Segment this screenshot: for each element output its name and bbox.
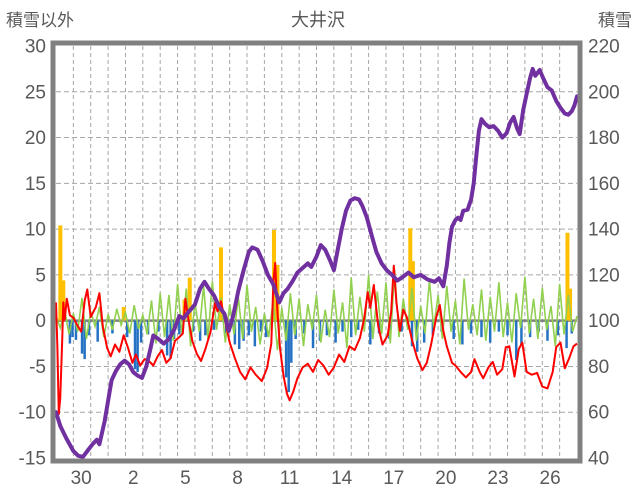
left-axis-tick-label: 20 xyxy=(25,128,46,149)
right-axis-tick-label: 120 xyxy=(588,265,620,286)
left-axis-tick-label: 0 xyxy=(35,311,46,332)
right-axis-tick-label: 40 xyxy=(588,449,609,470)
right-axis-tick-label: 160 xyxy=(588,174,620,195)
left-axis-tick-label: -5 xyxy=(29,357,46,378)
left-axis-title: 積雪以外 xyxy=(6,11,74,30)
right-axis-tick-label: 220 xyxy=(588,37,620,58)
red-series xyxy=(55,262,578,416)
right-axis-tick-label: 60 xyxy=(588,403,609,424)
left-axis-tick-label: 15 xyxy=(25,174,46,195)
x-axis-tick-label: 30 xyxy=(71,468,92,489)
left-axis-tick-label: 30 xyxy=(25,37,46,58)
x-axis-tick-label: 20 xyxy=(435,468,456,489)
left-axis-tick-label: 5 xyxy=(35,265,46,286)
right-axis-tick-label: 200 xyxy=(588,82,620,103)
snow-depth-series xyxy=(54,66,579,459)
right-axis-tick-label: 140 xyxy=(588,220,620,241)
x-axis-tick-label: 11 xyxy=(280,468,300,489)
x-axis-tick-label: 14 xyxy=(331,468,353,489)
x-axis-tick-label: 2 xyxy=(128,468,139,489)
x-axis-tick-label: 17 xyxy=(383,468,404,489)
right-axis-tick-label: 80 xyxy=(588,357,609,378)
right-axis-tick-label: 100 xyxy=(588,311,620,332)
x-axis-tick-label: 23 xyxy=(487,468,508,489)
x-axis-tick-label: 5 xyxy=(180,468,191,489)
x-axis-tick-label: 26 xyxy=(540,468,561,489)
right-axis-title: 積雪 xyxy=(598,11,632,30)
left-axis-tick-label: -15 xyxy=(19,449,46,470)
plot-border xyxy=(50,40,583,464)
left-axis-tick-label: 10 xyxy=(25,220,46,241)
x-axis-tick-label: 8 xyxy=(232,468,243,489)
left-axis-tick-label: -10 xyxy=(19,403,46,424)
chart-title: 大井沢 xyxy=(291,10,345,30)
right-axis-tick-label: 180 xyxy=(588,128,620,149)
green-series xyxy=(55,269,578,351)
left-axis-tick-label: 25 xyxy=(25,82,46,103)
